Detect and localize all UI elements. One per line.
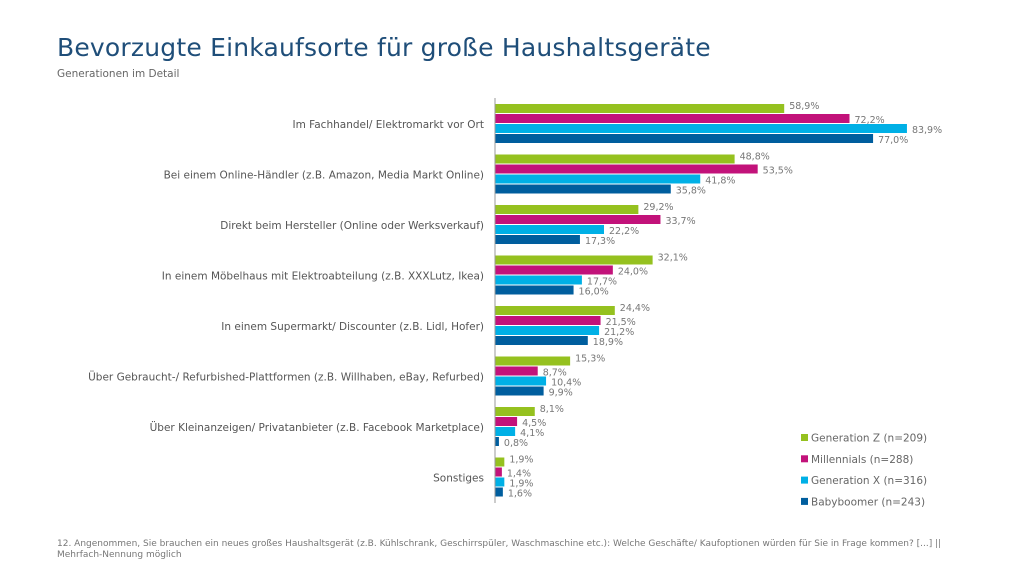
bar [495,427,516,436]
data-label: 35,8% [676,186,706,197]
bar [495,376,547,386]
category-label: In einem Supermarkt/ Discounter (z.B. Li… [221,321,484,333]
legend-swatch [801,497,808,505]
data-label: 24,4% [620,303,650,314]
legend-label: Generation Z (n=209) [811,433,927,445]
legend-label: Millennials (n=288) [811,454,913,466]
legend-swatch [801,476,808,484]
bar [495,386,544,396]
data-label: 4,1% [520,428,544,439]
bar [495,174,701,184]
page-title: Bevorzugte Einkaufsorte für große Hausha… [57,33,711,62]
bar [495,326,600,335]
bar [495,134,874,143]
data-label: 17,3% [585,236,615,247]
bar [495,275,582,285]
bar [495,255,653,265]
data-label: 41,8% [705,176,735,187]
data-label: 16,0% [579,287,609,298]
data-label: 29,2% [643,202,673,213]
bar [495,164,758,174]
bar [495,407,535,416]
legend-swatch [801,455,808,463]
bar [495,437,499,446]
bar [495,104,785,113]
bar [495,316,601,325]
bar [495,356,571,366]
data-label: 8,1% [540,404,564,415]
bar [495,235,580,244]
data-label: 24,0% [618,267,648,278]
data-label: 4,5% [522,418,546,429]
data-label: 17,7% [587,277,617,288]
data-label: 8,7% [543,368,567,379]
bar [495,154,735,164]
legend-label: Babyboomer (n=243) [811,496,925,508]
bar [495,417,518,426]
category-label: Bei einem Online-Händler (z.B. Amazon, M… [164,170,484,182]
category-label: Sonstiges [433,473,484,485]
bar [495,457,505,467]
legend-swatch [801,434,808,441]
data-label: 15,3% [575,354,605,365]
data-label: 10,4% [551,378,581,389]
data-label: 18,9% [593,337,623,348]
category-label: Über Kleinanzeigen/ Privatanbieter (z.B.… [150,421,484,434]
bar [495,487,503,497]
data-label: 21,2% [604,327,634,338]
category-label: In einem Möbelhaus mit Elektroabteilung … [162,271,484,283]
legend-label: Generation X (n=316) [811,475,927,487]
bar [495,477,505,487]
category-label: Über Gebraucht-/ Refurbished-Plattformen… [88,371,484,384]
bar [495,225,605,234]
bar [495,467,502,477]
data-label: 0,8% [504,438,528,449]
data-label: 32,1% [658,253,688,264]
footnote: 12. Angenommen, Sie brauchen ein neues g… [57,539,942,560]
page-subtitle: Generationen im Detail [57,68,180,80]
data-label: 1,6% [508,489,532,500]
category-label: Direkt beim Hersteller (Online oder Werk… [220,220,484,232]
data-label: 72,2% [855,115,885,126]
bar [495,265,613,275]
bar [495,306,615,315]
data-label: 1,4% [507,469,531,480]
bar [495,114,850,123]
bar [495,205,639,214]
bar [495,285,574,295]
data-label: 77,0% [878,135,908,146]
category-label: Im Fachhandel/ Elektromarkt vor Ort [293,119,485,131]
bar [495,124,907,133]
bar [495,336,588,345]
data-label: 48,8% [740,152,770,163]
bar [495,366,538,376]
data-label: 22,2% [609,226,639,237]
bar [495,184,671,194]
data-label: 9,9% [549,388,573,399]
bar [495,215,661,224]
data-label: 58,9% [789,101,819,112]
data-label: 1,9% [509,479,533,490]
data-label: 53,5% [763,166,793,177]
data-label: 33,7% [665,216,695,227]
data-label: 1,9% [509,455,533,466]
data-label: 83,9% [912,125,942,136]
data-label: 21,5% [606,317,636,328]
